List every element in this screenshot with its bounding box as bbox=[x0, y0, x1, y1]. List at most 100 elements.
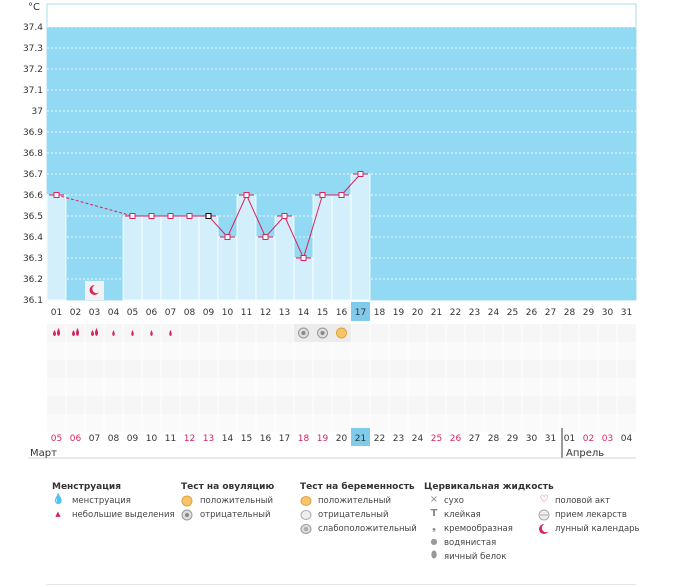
cycle-day-label: 13 bbox=[279, 308, 290, 318]
temperature-bar bbox=[141, 215, 162, 301]
date-label: 19 bbox=[317, 434, 329, 444]
cycle-day-label: 20 bbox=[412, 308, 424, 318]
y-tick-label: 36.1 bbox=[23, 296, 43, 306]
cycle-day-label: 30 bbox=[602, 308, 614, 318]
cycle-day-label: 25 bbox=[507, 308, 518, 318]
y-tick-label: 36.5 bbox=[23, 212, 43, 222]
temperature-bar bbox=[179, 215, 200, 301]
temperature-line-segment bbox=[246, 194, 266, 238]
temperature-bar bbox=[274, 215, 295, 301]
y-tick-label: 36.3 bbox=[23, 254, 43, 264]
symptom-row bbox=[47, 342, 636, 360]
temperature-bar bbox=[293, 257, 314, 301]
legend-watery: водянистая bbox=[444, 538, 497, 548]
cycle-day-label: 31 bbox=[621, 308, 632, 318]
temperature-bar bbox=[160, 215, 181, 301]
y-tick-label: 36.8 bbox=[23, 149, 43, 159]
menstruation-icon: 💧 bbox=[52, 494, 65, 505]
date-label: 26 bbox=[450, 434, 462, 444]
temperature-point bbox=[224, 234, 231, 240]
sticky-icon: T bbox=[430, 508, 438, 519]
legend-pregnancy-positive: положительный bbox=[318, 496, 391, 506]
legend-ovulation-positive: положительный bbox=[200, 496, 273, 506]
date-label: 15 bbox=[241, 434, 252, 444]
date-label: 01 bbox=[564, 434, 575, 444]
menstruation-icon bbox=[76, 328, 79, 336]
legend-ovulation-negative: отрицательный bbox=[200, 510, 271, 520]
pregnancy-negative-icon bbox=[300, 510, 312, 520]
legend-pregnancy-negative: отрицательный bbox=[318, 510, 389, 520]
temperature-bar bbox=[331, 194, 352, 301]
temperature-bar bbox=[217, 236, 238, 301]
temperature-points bbox=[49, 171, 368, 261]
y-tick-label: 36.6 bbox=[23, 191, 43, 201]
temperature-line bbox=[56, 173, 361, 259]
temperature-point bbox=[300, 255, 307, 261]
cycle-day-label: 23 bbox=[469, 308, 480, 318]
cycle-day-label: 21 bbox=[431, 308, 442, 318]
cycle-day-label: 09 bbox=[203, 308, 215, 318]
temperature-line-segment bbox=[284, 215, 304, 259]
symptom-row bbox=[47, 378, 636, 396]
date-label: 25 bbox=[431, 434, 442, 444]
temperature-line-segment bbox=[227, 194, 247, 238]
legend-pregnancy-title: Тест на беременность bbox=[300, 482, 415, 492]
date-label: 24 bbox=[412, 434, 424, 444]
cycle-day-label: 06 bbox=[146, 308, 158, 318]
temperature-bar bbox=[46, 194, 67, 301]
temperature-point bbox=[53, 192, 60, 198]
symptom-markers bbox=[53, 324, 351, 342]
egg-white-icon: ⬮ bbox=[430, 550, 438, 561]
cycle-day-label: 18 bbox=[374, 308, 386, 318]
medication-icon bbox=[538, 509, 550, 521]
temperature-point bbox=[129, 213, 136, 219]
cycle-day-label: 19 bbox=[393, 308, 405, 318]
legend-egg-white: яичный белок bbox=[444, 552, 507, 562]
date-label: 04 bbox=[621, 434, 633, 444]
date-label: 21 bbox=[355, 434, 366, 444]
light-spotting-icon bbox=[169, 330, 172, 336]
temperature-point bbox=[243, 192, 250, 198]
y-tick-label: 37.3 bbox=[23, 44, 43, 54]
ovulation-negative-icon bbox=[181, 509, 193, 521]
temperature-bar bbox=[350, 173, 371, 301]
menstruation-icon bbox=[91, 330, 94, 336]
y-tick-label: 36.9 bbox=[23, 128, 43, 138]
date-label: 03 bbox=[602, 434, 613, 444]
date-label: 06 bbox=[70, 434, 82, 444]
date-label: 29 bbox=[507, 434, 519, 444]
month-label-next: Апрель bbox=[566, 448, 604, 459]
temperature-point bbox=[205, 213, 212, 219]
date-label: 02 bbox=[583, 434, 594, 444]
temperature-line-segment bbox=[265, 215, 285, 238]
cycle-day-label: 29 bbox=[583, 308, 595, 318]
date-label: 31 bbox=[545, 434, 556, 444]
ovulation-negative-dot bbox=[301, 331, 306, 335]
light-spotting-icon: ▲ bbox=[55, 510, 61, 518]
date-label: 28 bbox=[488, 434, 500, 444]
temperature-bar bbox=[198, 215, 219, 301]
date-label: 18 bbox=[298, 434, 310, 444]
date-label: 22 bbox=[374, 434, 385, 444]
date-label: 08 bbox=[108, 434, 120, 444]
menstruation-icon bbox=[95, 328, 98, 336]
dry-icon: × bbox=[429, 494, 439, 505]
month-label-start: Март bbox=[30, 448, 57, 459]
temperature-point bbox=[148, 213, 155, 219]
cycle-day-label: 22 bbox=[450, 308, 461, 318]
legend-lunar: лунный календарь bbox=[555, 524, 640, 534]
legend-ovulation-title: Тест на овуляцию bbox=[181, 482, 275, 492]
date-label: 30 bbox=[526, 434, 538, 444]
cycle-day-label: 15 bbox=[317, 308, 328, 318]
today-highlight bbox=[351, 428, 370, 446]
date-label: 13 bbox=[203, 434, 214, 444]
temperature-line-segment bbox=[303, 194, 323, 259]
y-tick-label: 37.4 bbox=[23, 23, 43, 33]
legend-intercourse: половой акт bbox=[555, 496, 611, 506]
cycle-day-label: 10 bbox=[222, 308, 234, 318]
temperature-point bbox=[319, 192, 326, 198]
light-spotting-icon bbox=[112, 330, 115, 336]
pregnancy-positive-icon bbox=[300, 496, 312, 506]
date-label: 07 bbox=[89, 434, 100, 444]
legend-spotting-item: небольшие выделения bbox=[72, 510, 175, 520]
